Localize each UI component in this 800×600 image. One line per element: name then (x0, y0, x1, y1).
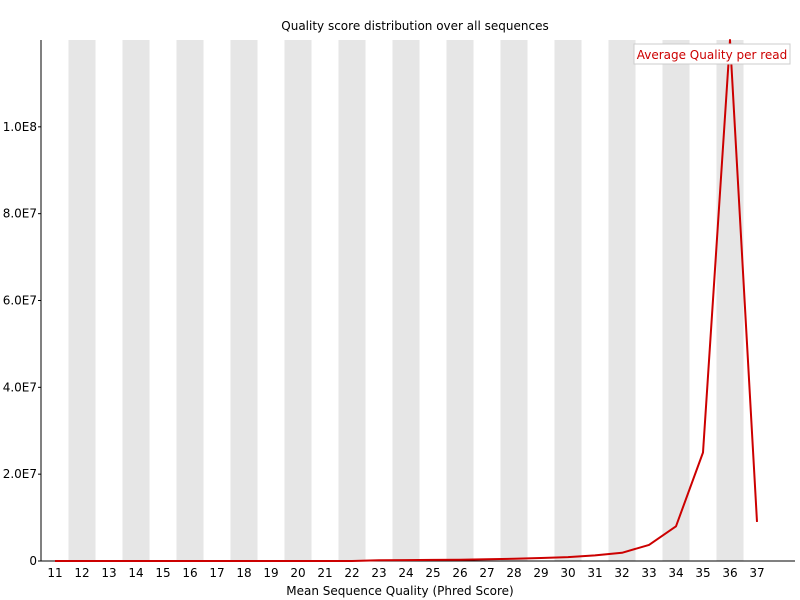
x-tick-label: 29 (533, 566, 548, 580)
y-tick-label: 8.0E7 (3, 207, 37, 221)
series-layer (55, 39, 758, 562)
x-tick-label: 21 (317, 566, 332, 580)
x-tick-label: 35 (695, 566, 710, 580)
band-14 (122, 40, 150, 561)
legend-box (633, 43, 791, 65)
x-tick-label: 20 (290, 566, 305, 580)
x-tick-label: 17 (209, 566, 224, 580)
y-tick-label: 0 (29, 554, 37, 568)
x-tick-label: 18 (236, 566, 251, 580)
x-tick-label: 16 (182, 566, 197, 580)
x-tick-label: 19 (263, 566, 278, 580)
x-tick-label: 24 (398, 566, 413, 580)
y-tick-label: 4.0E7 (3, 380, 37, 394)
x-tick-label: 27 (479, 566, 494, 580)
x-tick-label: 28 (506, 566, 521, 580)
band-16 (176, 40, 204, 561)
band-26 (446, 40, 474, 561)
x-tick-label: 12 (74, 566, 89, 580)
y-tick-label: 2.0E7 (3, 467, 37, 481)
x-tick-label: 30 (560, 566, 575, 580)
x-tick-label: 37 (749, 566, 764, 580)
band-20 (284, 40, 312, 561)
band-36 (716, 40, 744, 561)
x-tick-label: 14 (128, 566, 143, 580)
x-axis-label: Mean Sequence Quality (Phred Score) (286, 584, 514, 598)
x-tick-label: 31 (587, 566, 602, 580)
band-22 (338, 40, 366, 561)
band-24 (392, 40, 420, 561)
x-tick-label: 11 (47, 566, 62, 580)
series-line-0 (55, 39, 758, 562)
x-tick-label: 25 (425, 566, 440, 580)
band-34 (662, 40, 690, 561)
x-axis: 11 12 13 14 15 16 17 18 19 20 21 22 23 24 25 26 27 28 29 30… (41, 560, 795, 580)
x-tick-label: 32 (614, 566, 629, 580)
x-tick-label: 22 (344, 566, 359, 580)
x-tick-label: 13 (101, 566, 116, 580)
y-axis: 0 2.0E7 4.0E7 6.0E7 8.0E7 1.0E8 (3, 40, 42, 568)
x-tick-label: 36 (722, 566, 737, 580)
x-tick-label: 33 (641, 566, 656, 580)
legend-label: Average Quality per read (637, 48, 788, 62)
y-tick-label: 6.0E7 (3, 294, 37, 308)
x-tick-label: 23 (371, 566, 386, 580)
chart-title: Quality score distribution over all sequ… (281, 19, 548, 33)
x-tick-label: 15 (155, 566, 170, 580)
band-28 (500, 40, 528, 561)
band-12 (68, 40, 96, 561)
x-tick-label: 26 (452, 566, 467, 580)
background-bands (68, 40, 744, 561)
band-18 (230, 40, 258, 561)
band-30 (554, 40, 582, 561)
x-tick-label: 34 (668, 566, 683, 580)
legend: Average Quality per read (633, 43, 791, 65)
band-32 (608, 40, 636, 561)
y-tick-label: 1.0E8 (3, 120, 37, 134)
